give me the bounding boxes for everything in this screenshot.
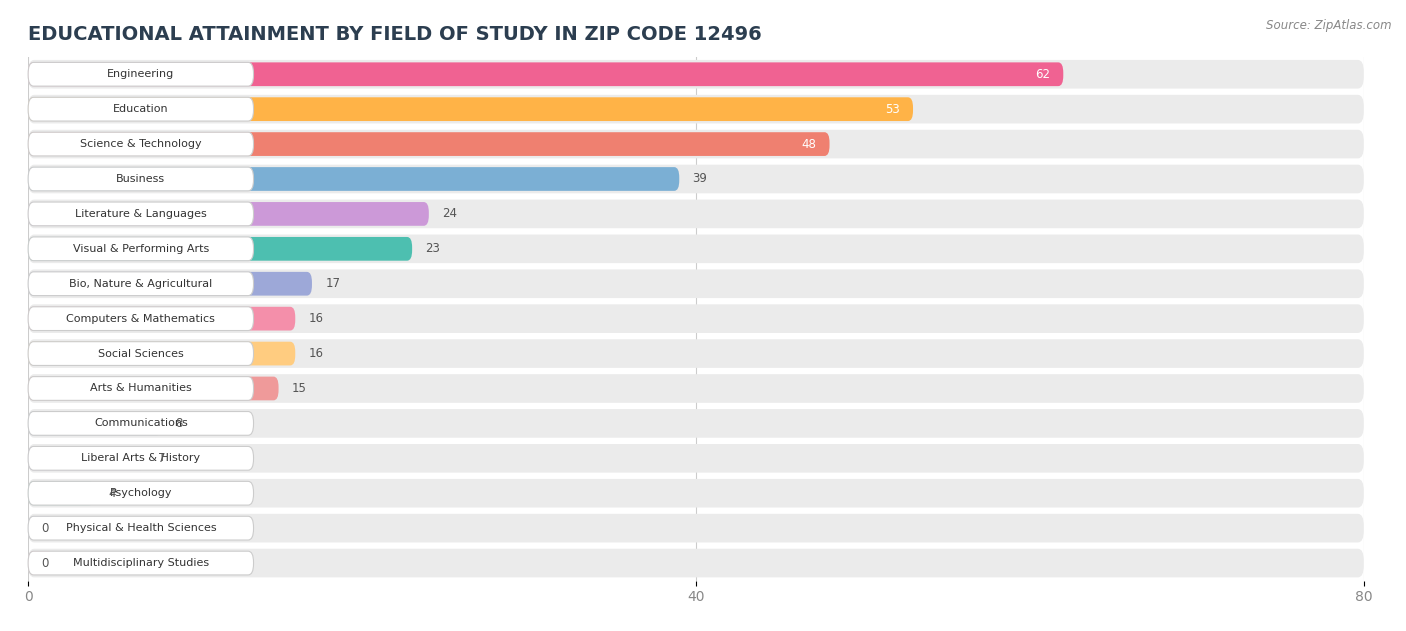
FancyBboxPatch shape [28, 551, 253, 575]
Text: Visual & Performing Arts: Visual & Performing Arts [73, 244, 209, 254]
FancyBboxPatch shape [28, 62, 253, 86]
Text: 23: 23 [426, 242, 440, 256]
FancyBboxPatch shape [28, 202, 253, 226]
FancyBboxPatch shape [28, 133, 253, 156]
Text: Source: ZipAtlas.com: Source: ZipAtlas.com [1267, 19, 1392, 32]
Text: Science & Technology: Science & Technology [80, 139, 201, 149]
Text: 8: 8 [176, 417, 183, 430]
FancyBboxPatch shape [28, 237, 253, 261]
Text: 17: 17 [325, 277, 340, 290]
FancyBboxPatch shape [28, 167, 253, 191]
Text: 62: 62 [1035, 68, 1050, 81]
Text: Computers & Mathematics: Computers & Mathematics [66, 314, 215, 324]
FancyBboxPatch shape [28, 516, 53, 540]
Text: Bio, Nature & Agricultural: Bio, Nature & Agricultural [69, 279, 212, 289]
FancyBboxPatch shape [28, 374, 1364, 403]
Text: Social Sciences: Social Sciences [98, 348, 184, 358]
FancyBboxPatch shape [28, 272, 253, 295]
Text: 39: 39 [693, 172, 707, 186]
FancyBboxPatch shape [28, 342, 295, 365]
FancyBboxPatch shape [28, 444, 1364, 473]
FancyBboxPatch shape [28, 516, 253, 540]
FancyBboxPatch shape [28, 377, 253, 400]
FancyBboxPatch shape [28, 235, 1364, 263]
FancyBboxPatch shape [28, 514, 1364, 543]
Text: 16: 16 [309, 312, 323, 325]
FancyBboxPatch shape [28, 97, 253, 121]
Text: Communications: Communications [94, 418, 187, 428]
Text: Business: Business [117, 174, 166, 184]
FancyBboxPatch shape [28, 411, 253, 435]
Text: Psychology: Psychology [110, 488, 172, 498]
Text: Arts & Humanities: Arts & Humanities [90, 384, 191, 394]
Text: Multidisciplinary Studies: Multidisciplinary Studies [73, 558, 209, 568]
FancyBboxPatch shape [28, 62, 1063, 86]
FancyBboxPatch shape [28, 411, 162, 435]
Text: 53: 53 [884, 103, 900, 115]
Text: EDUCATIONAL ATTAINMENT BY FIELD OF STUDY IN ZIP CODE 12496: EDUCATIONAL ATTAINMENT BY FIELD OF STUDY… [28, 25, 762, 44]
FancyBboxPatch shape [28, 167, 679, 191]
FancyBboxPatch shape [28, 307, 295, 331]
FancyBboxPatch shape [28, 95, 1364, 124]
FancyBboxPatch shape [28, 202, 429, 226]
FancyBboxPatch shape [28, 199, 1364, 228]
Text: 16: 16 [309, 347, 323, 360]
FancyBboxPatch shape [28, 549, 1364, 577]
Text: 7: 7 [159, 452, 166, 465]
FancyBboxPatch shape [28, 269, 1364, 298]
FancyBboxPatch shape [28, 304, 1364, 333]
Text: 0: 0 [42, 557, 49, 570]
FancyBboxPatch shape [28, 342, 253, 365]
FancyBboxPatch shape [28, 97, 912, 121]
Text: Education: Education [112, 104, 169, 114]
Text: 0: 0 [42, 522, 49, 534]
FancyBboxPatch shape [28, 130, 1364, 158]
FancyBboxPatch shape [28, 272, 312, 295]
Text: 48: 48 [801, 138, 817, 151]
FancyBboxPatch shape [28, 237, 412, 261]
Text: Engineering: Engineering [107, 69, 174, 80]
FancyBboxPatch shape [28, 377, 278, 400]
FancyBboxPatch shape [28, 447, 253, 470]
FancyBboxPatch shape [28, 447, 145, 470]
Text: 4: 4 [108, 487, 115, 500]
Text: Literature & Languages: Literature & Languages [75, 209, 207, 219]
FancyBboxPatch shape [28, 60, 1364, 88]
FancyBboxPatch shape [28, 551, 53, 575]
Text: 15: 15 [292, 382, 307, 395]
FancyBboxPatch shape [28, 307, 253, 331]
FancyBboxPatch shape [28, 479, 1364, 507]
FancyBboxPatch shape [28, 133, 830, 156]
FancyBboxPatch shape [28, 481, 253, 505]
FancyBboxPatch shape [28, 339, 1364, 368]
Text: 24: 24 [443, 208, 457, 220]
FancyBboxPatch shape [28, 481, 96, 505]
FancyBboxPatch shape [28, 165, 1364, 193]
Text: Liberal Arts & History: Liberal Arts & History [82, 453, 201, 463]
Text: Physical & Health Sciences: Physical & Health Sciences [66, 523, 217, 533]
FancyBboxPatch shape [28, 409, 1364, 438]
